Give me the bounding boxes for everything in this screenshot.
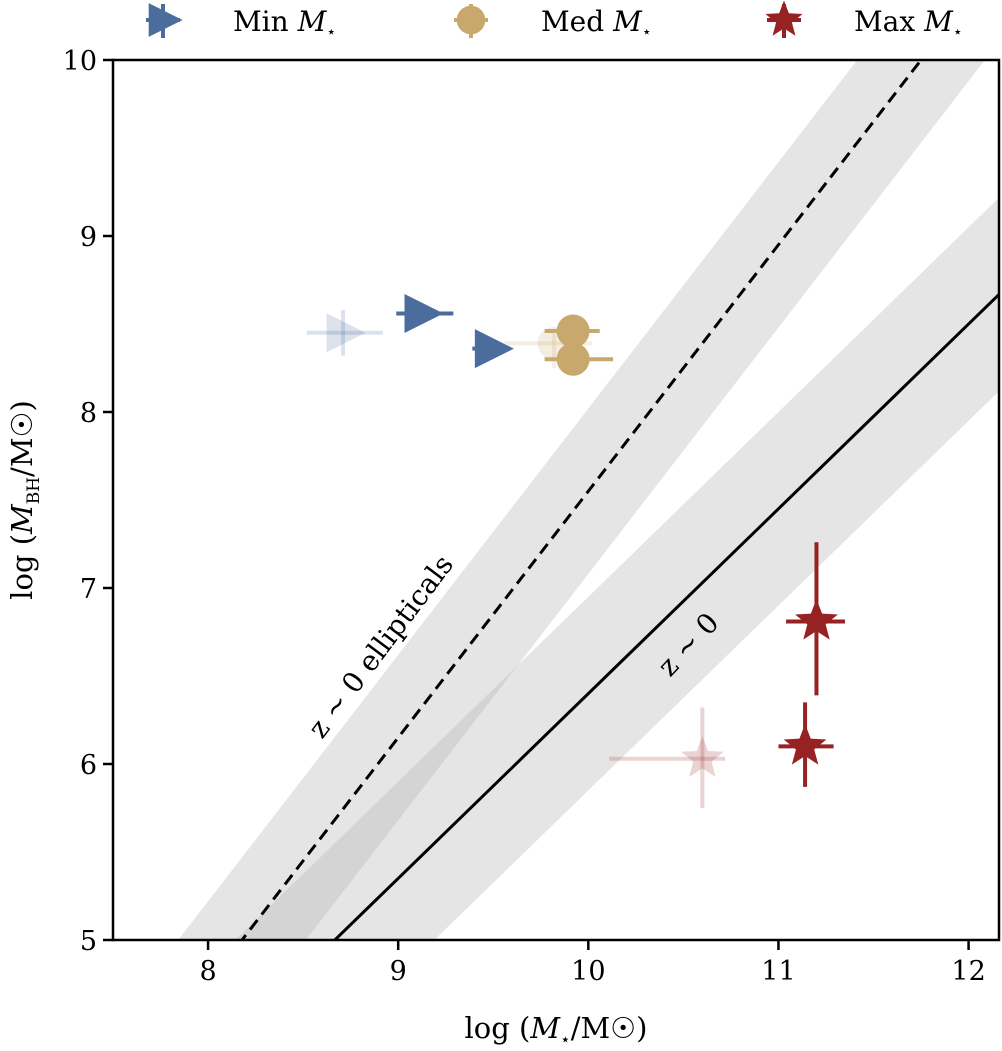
data-point-circle	[556, 342, 590, 376]
y-tick-label: 10	[63, 46, 97, 77]
relation-line-1	[332, 292, 999, 940]
data-point-star	[795, 598, 838, 640]
data-points	[306, 293, 845, 808]
x-tick-label: 9	[390, 956, 407, 987]
x-tick-label: 8	[199, 956, 216, 987]
data-point-star	[783, 723, 827, 765]
scatter-band-1	[235, 197, 999, 940]
data-point-circle	[556, 314, 590, 348]
plot-frame	[111, 58, 1001, 942]
legend-label: Min M⋆	[233, 5, 336, 41]
x-tick-label: 11	[761, 956, 795, 987]
scatter-bands	[178, 60, 999, 940]
x-tick-label: 12	[951, 956, 985, 987]
x-tick-label: 10	[571, 956, 605, 987]
series-triangle-right	[306, 293, 514, 369]
y-tick-label: 5	[80, 926, 97, 957]
legend-marker-star	[765, 0, 803, 36]
x-axis-label: log (M⋆/M☉)	[465, 1011, 648, 1050]
data-point-star	[681, 736, 724, 777]
legend-label: Max M⋆	[854, 5, 963, 41]
data-point-triangle-right	[326, 313, 366, 353]
series-star	[609, 542, 845, 808]
legend-item-max: Max M⋆	[765, 0, 963, 41]
x-axis-ticks: 8 9 10 11 12	[199, 940, 986, 987]
legend-marker-triangle-right	[148, 3, 183, 37]
legend-item-min: Min M⋆	[146, 3, 336, 41]
y-axis-ticks: 5 6 7 8 9 10	[63, 46, 113, 957]
y-tick-label: 8	[80, 398, 97, 429]
y-tick-label: 9	[80, 222, 97, 253]
legend: Min M⋆ Med M⋆ Max M⋆	[146, 0, 963, 41]
series-circle	[504, 314, 614, 376]
legend-marker-circle	[456, 5, 486, 35]
relation-line-0	[240, 60, 923, 940]
y-tick-label: 7	[80, 574, 97, 605]
legend-item-med: Med M⋆	[454, 4, 652, 41]
data-point-triangle-right	[474, 329, 514, 369]
relation-lines	[240, 60, 999, 940]
legend-label: Med M⋆	[541, 5, 652, 41]
y-axis-label: log (MBH/M☉)	[5, 400, 44, 600]
data-point-triangle-right	[404, 293, 444, 333]
y-tick-label: 6	[80, 750, 97, 781]
